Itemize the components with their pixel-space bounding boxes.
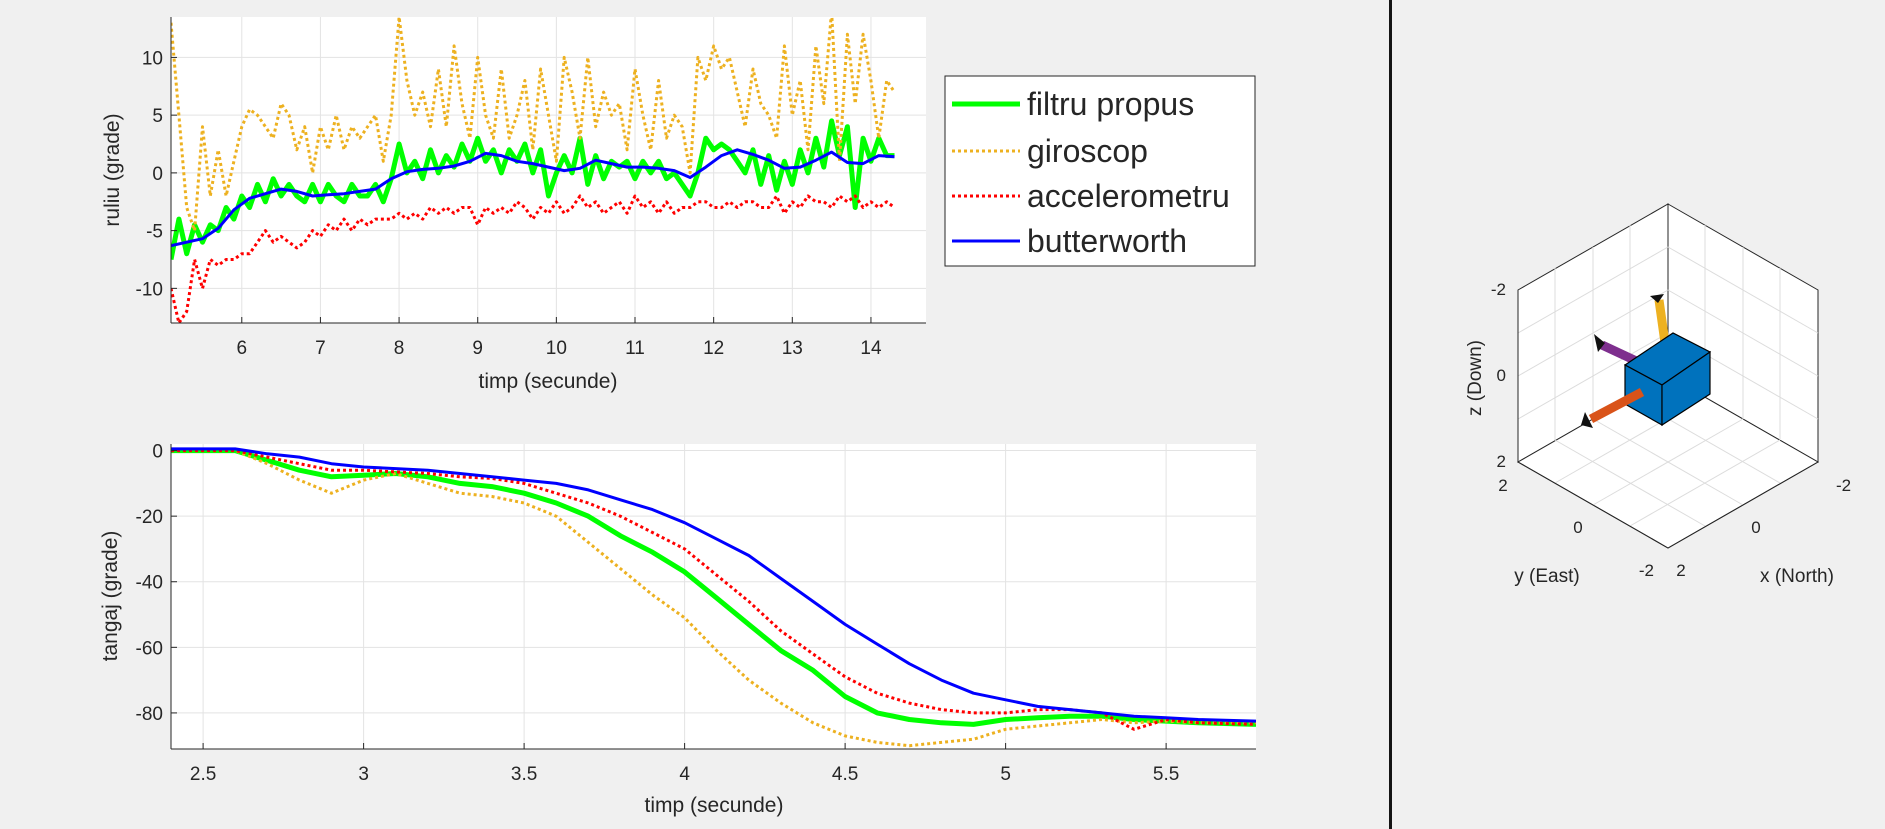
legend: filtru propus giroscop accelerometru but… (944, 75, 1256, 267)
roll-series-filtru-propus (171, 118, 895, 260)
x-tick-0: 0 (1751, 518, 1760, 537)
plots-panel: 6 7 8 9 10 11 12 13 14 -10 -5 0 5 10 timp (secunde) r… (99, 17, 1256, 817)
roll-xtick-label: 7 (315, 338, 326, 359)
orientation-3d-plot: -2 0 2 2 0 -2 2 0 -2 z (Down) y (East) x… (1465, 203, 1851, 587)
roll-xlabel: timp (secunde) (479, 370, 618, 393)
pitch-axes: 2.5 3 3.5 4 4.5 5 5.5 -80 -60 -40 -20 0 (136, 442, 1256, 785)
y-tick-2: 2 (1498, 476, 1507, 495)
pitch-grid (171, 444, 1256, 749)
y-axis-label: y (East) (1514, 566, 1579, 587)
body-axis-z-tip (1650, 294, 1664, 303)
roll-ytick-label: -5 (146, 222, 163, 243)
roll-series-butterworth (171, 148, 895, 248)
y-tick-0: 0 (1573, 518, 1582, 537)
pitch-xtick-label: 5 (1000, 764, 1011, 785)
pitch-xtick-label: 4.5 (832, 764, 858, 785)
roll-xtick-label: 14 (860, 338, 882, 359)
body-axis-x-tip (1581, 412, 1593, 428)
z-tick-2: 2 (1497, 452, 1506, 471)
roll-ytick-label: 5 (152, 106, 163, 127)
pitch-ytick-label: 0 (152, 442, 163, 463)
roll-chart: 6 7 8 9 10 11 12 13 14 -10 -5 0 5 10 timp (secunde) r… (101, 17, 1256, 393)
x-axis-line (1667, 461, 1819, 549)
roll-series-giroscop (171, 17, 896, 233)
pitch-ylabel: tangaj (grade) (99, 531, 122, 662)
roll-ytick-label: 10 (142, 48, 163, 69)
pitch-xtick-label: 3.5 (511, 764, 537, 785)
pitch-xtick-label: 5.5 (1153, 764, 1179, 785)
pitch-ytick-label: -40 (136, 573, 163, 594)
roll-plot-area (171, 17, 926, 323)
pitch-series-filtru-propus (171, 448, 1256, 727)
pitch-xtick-label: 4 (679, 764, 690, 785)
legend-label-butterworth: butterworth (1027, 223, 1187, 259)
pitch-xtick-label: 3 (358, 764, 369, 785)
z-tick-neg2: -2 (1491, 280, 1506, 299)
x-tick-2: 2 (1676, 561, 1685, 580)
pitch-series-giroscop (171, 449, 1256, 748)
roll-ytick-label: -10 (136, 279, 163, 300)
pitch-ytick-label: -20 (136, 507, 163, 528)
pitch-ytick-label: -80 (136, 704, 163, 725)
legend-label-filtru-propus: filtru propus (1027, 86, 1194, 122)
pitch-series-group (171, 447, 1256, 748)
roll-xtick-label: 11 (625, 338, 645, 359)
roll-xtick-label: 10 (546, 338, 567, 359)
roll-xtick-label: 13 (782, 338, 803, 359)
roll-series-accelerometru (171, 194, 896, 323)
z-tick-0: 0 (1497, 366, 1506, 385)
legend-label-accelerometru: accelerometru (1027, 178, 1230, 214)
y-axis-line (1517, 461, 1669, 549)
panel-divider[interactable] (1389, 0, 1392, 829)
pitch-series-butterworth (171, 447, 1256, 723)
roll-xtick-label: 8 (394, 338, 405, 359)
body-axis-y-tip (1594, 334, 1605, 352)
roll-axes: 6 7 8 9 10 11 12 13 14 -10 -5 0 5 10 (136, 17, 926, 359)
body-axis-x (1588, 388, 1645, 423)
roll-xtick-label: 9 (472, 338, 483, 359)
roll-xtick-label: 12 (703, 338, 724, 359)
pitch-ytick-label: -60 (136, 638, 163, 659)
x-tick-neg2: -2 (1836, 476, 1851, 495)
orientation-box-right (1661, 350, 1711, 427)
roll-ytick-label: 0 (152, 164, 163, 185)
roll-series-group (171, 17, 896, 323)
y-tick-neg2: -2 (1639, 561, 1654, 580)
pitch-chart: 2.5 3 3.5 4 4.5 5 5.5 -80 -60 -40 -20 0 timp (secun… (99, 442, 1256, 817)
pitch-xlabel: timp (secunde) (645, 794, 784, 817)
pitch-xtick-label: 2.5 (190, 764, 216, 785)
roll-ylabel: ruliu (grade) (101, 113, 124, 226)
z-axis-label: z (Down) (1465, 340, 1486, 416)
legend-label-giroscop: giroscop (1027, 133, 1148, 169)
legend-box (944, 75, 1256, 267)
x-axis-label: x (North) (1760, 566, 1834, 587)
roll-xtick-label: 6 (236, 338, 247, 359)
orientation-panel: -2 0 2 2 0 -2 2 0 -2 z (Down) y (East) x… (1392, 0, 1885, 829)
